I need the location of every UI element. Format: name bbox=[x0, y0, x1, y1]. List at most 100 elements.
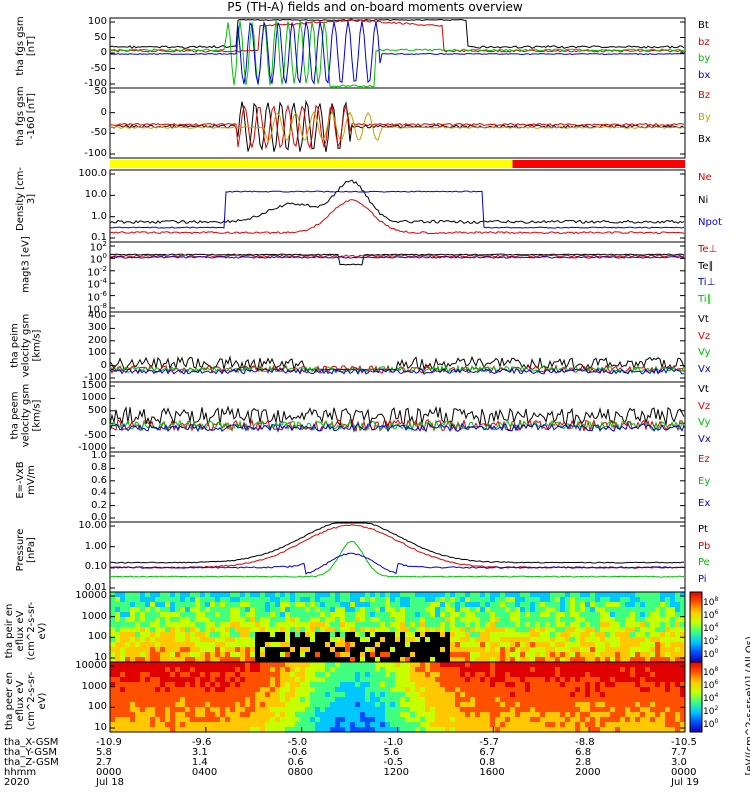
heatmap-cell bbox=[165, 642, 170, 647]
heatmap-cell bbox=[300, 677, 305, 682]
heatmap-cell bbox=[360, 617, 365, 622]
heatmap-cell bbox=[145, 642, 150, 647]
heatmap-cell bbox=[630, 672, 635, 677]
heatmap-cell bbox=[510, 612, 515, 617]
heatmap-cell bbox=[385, 717, 390, 722]
heatmap-cell bbox=[345, 712, 350, 717]
heatmap-cell bbox=[215, 617, 220, 622]
orbit-value: 2000 bbox=[575, 767, 601, 778]
heatmap-cell bbox=[380, 602, 385, 607]
heatmap-cell bbox=[565, 607, 570, 612]
heatmap-cell bbox=[650, 677, 655, 682]
heatmap-cell bbox=[140, 647, 145, 652]
heatmap-cell bbox=[665, 717, 670, 722]
orbit-value: 2.7 bbox=[96, 757, 112, 768]
y-tick-label: 1.0 bbox=[91, 450, 107, 461]
heatmap-cell bbox=[270, 672, 275, 677]
heatmap-cell bbox=[670, 652, 675, 657]
heatmap-cell bbox=[175, 692, 180, 697]
heatmap-cell bbox=[130, 662, 135, 667]
heatmap-cell bbox=[675, 717, 680, 722]
heatmap-cell bbox=[565, 617, 570, 622]
heatmap-cell bbox=[430, 602, 435, 607]
heatmap-cell bbox=[375, 677, 380, 682]
heatmap-cell bbox=[275, 697, 280, 702]
figure-title: P5 (TH-A) fields and on-board moments ov… bbox=[227, 0, 523, 14]
heatmap-cell bbox=[355, 602, 360, 607]
heatmap-cell bbox=[445, 647, 450, 652]
heatmap-cell bbox=[590, 707, 595, 712]
heatmap-cell bbox=[540, 687, 545, 692]
heatmap-cell bbox=[205, 602, 210, 607]
heatmap-cell bbox=[270, 692, 275, 697]
heatmap-cell bbox=[550, 697, 555, 702]
heatmap-cell bbox=[465, 662, 470, 667]
heatmap-cell bbox=[535, 692, 540, 697]
heatmap-cell bbox=[565, 657, 570, 662]
heatmap-cell bbox=[130, 687, 135, 692]
heatmap-cell bbox=[630, 632, 635, 637]
heatmap-cell bbox=[540, 722, 545, 727]
heatmap-cell bbox=[360, 597, 365, 602]
heatmap-cell bbox=[420, 597, 425, 602]
heatmap-cell bbox=[620, 647, 625, 652]
heatmap-cell bbox=[445, 627, 450, 632]
heatmap-cell bbox=[460, 637, 465, 642]
heatmap-cell bbox=[370, 677, 375, 682]
heatmap-cell bbox=[285, 602, 290, 607]
heatmap-cell bbox=[395, 607, 400, 612]
legend-ey: Ey bbox=[698, 475, 711, 487]
heatmap-cell bbox=[120, 662, 125, 667]
heatmap-cell bbox=[575, 617, 580, 622]
heatmap-cell bbox=[255, 647, 260, 652]
heatmap-cell bbox=[660, 667, 665, 672]
heatmap-cell bbox=[175, 607, 180, 612]
heatmap-cell bbox=[170, 617, 175, 622]
heatmap-cell bbox=[110, 717, 115, 722]
heatmap-cell bbox=[470, 712, 475, 717]
heatmap-cell bbox=[285, 612, 290, 617]
heatmap-cell bbox=[215, 722, 220, 727]
heatmap-cell bbox=[650, 672, 655, 677]
legend-vt: Vt bbox=[698, 384, 709, 395]
heatmap-cell bbox=[335, 672, 340, 677]
heatmap-cell bbox=[320, 627, 325, 632]
heatmap-cell bbox=[220, 647, 225, 652]
heatmap-cell bbox=[500, 632, 505, 637]
heatmap-cell bbox=[320, 687, 325, 692]
heatmap-cell bbox=[420, 622, 425, 627]
heatmap-cell bbox=[230, 627, 235, 632]
heatmap-cell bbox=[175, 622, 180, 627]
heatmap-cell bbox=[655, 687, 660, 692]
heatmap-cell bbox=[255, 677, 260, 682]
heatmap-cell bbox=[215, 642, 220, 647]
heatmap-cell bbox=[325, 687, 330, 692]
heatmap-cell bbox=[610, 617, 615, 622]
heatmap-cell bbox=[675, 637, 680, 642]
heatmap-cell bbox=[335, 642, 340, 647]
heatmap-cell bbox=[200, 622, 205, 627]
heatmap-cell bbox=[575, 632, 580, 637]
heatmap-cell bbox=[405, 652, 410, 657]
heatmap-cell bbox=[430, 692, 435, 697]
heatmap-cell bbox=[340, 677, 345, 682]
heatmap-cell bbox=[425, 672, 430, 677]
heatmap-cell bbox=[615, 677, 620, 682]
heatmap-cell bbox=[215, 622, 220, 627]
heatmap-cell bbox=[325, 652, 330, 657]
heatmap-cell bbox=[260, 617, 265, 622]
heatmap-cell bbox=[530, 717, 535, 722]
heatmap-cell bbox=[640, 697, 645, 702]
heatmap-cell bbox=[260, 692, 265, 697]
heatmap-cell bbox=[255, 727, 260, 732]
heatmap-cell bbox=[410, 627, 415, 632]
heatmap-cell bbox=[540, 662, 545, 667]
heatmap-cell bbox=[670, 592, 675, 597]
heatmap-cell bbox=[555, 652, 560, 657]
heatmap-cell bbox=[360, 717, 365, 722]
heatmap-cell bbox=[205, 622, 210, 627]
heatmap-cell bbox=[300, 607, 305, 612]
heatmap-cell bbox=[630, 702, 635, 707]
heatmap-cell bbox=[505, 617, 510, 622]
heatmap-cell bbox=[255, 682, 260, 687]
